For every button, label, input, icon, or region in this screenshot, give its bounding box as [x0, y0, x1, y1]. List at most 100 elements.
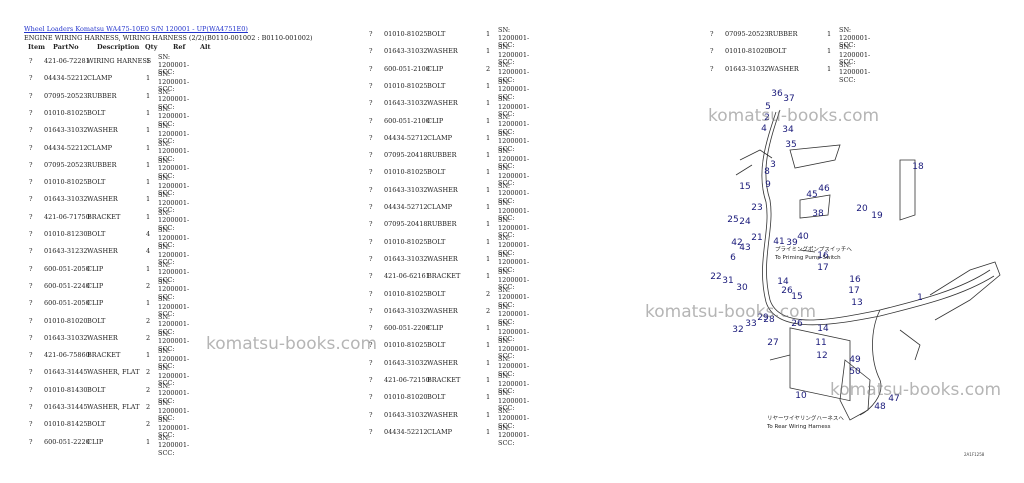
cell-part: 421-06-71750 — [44, 212, 90, 221]
cell-ref: SN: 1200001-SCC: — [158, 381, 190, 405]
cell-desc: BOLT — [427, 237, 446, 246]
cell-item: ? — [29, 316, 33, 325]
callout: 20 — [856, 204, 868, 214]
cell-desc: WASHER — [87, 126, 118, 135]
cell-item: ? — [369, 133, 373, 142]
cell-part: 01643-31232 — [44, 247, 88, 256]
cell-desc: BOLT — [768, 47, 787, 56]
cell-part: 01010-81025 — [44, 178, 88, 187]
cell-part: 01010-81230 — [44, 230, 88, 238]
cell-ref: SN: 1200001-SCC: — [158, 260, 190, 284]
cell-qty: 2 — [146, 368, 151, 377]
cell-part: 01010-81025 — [384, 289, 428, 298]
cell-item: ? — [369, 81, 373, 90]
cell-item: ? — [29, 264, 33, 273]
cell-ref: SN: 1200001-SCC: — [498, 406, 530, 430]
cell-desc: WASHER — [427, 410, 458, 419]
cell-ref: SN: 1200001-SCC: — [498, 337, 530, 361]
cell-qty: 1 — [486, 220, 491, 229]
cell-qty: 1 — [146, 351, 151, 360]
cell-qty: 2 — [146, 316, 151, 325]
cell-qty: 1 — [486, 81, 491, 90]
cell-item: ? — [369, 237, 373, 246]
cell-desc: CLAMP — [427, 133, 453, 142]
cell-ref: SN: 1200001-SCC: — [158, 122, 190, 146]
cell-qty: 1 — [146, 437, 151, 446]
cell-ref: SN: 1200001-SCC: — [498, 233, 530, 257]
cell-desc: BOLT — [427, 289, 446, 298]
cell-part: 01010-81025 — [44, 108, 88, 117]
callout: 9 — [765, 180, 771, 190]
cell-ref: SN: 1200001-SCC: — [498, 129, 530, 153]
cell-desc: RUBBER — [427, 220, 457, 229]
cell-ref: SN: 1200001-SCC: — [498, 389, 530, 413]
cell-qty: 1 — [146, 57, 151, 65]
cell-item: ? — [29, 108, 33, 117]
cell-desc: WIRING HARNESS — [87, 57, 152, 65]
cell-desc: WASHER, FLAT — [87, 368, 140, 377]
cell-ref: SN: 1200001-SCC: — [498, 302, 530, 326]
note-jp: リヤーワイヤリングハーネスへ — [767, 414, 844, 422]
cell-item: ? — [29, 299, 33, 308]
cell-qty: 1 — [146, 91, 151, 100]
cell-ref: SN: 1200001-SCC: — [498, 26, 530, 49]
cell-ref: SN: 1200001-SCC: — [158, 139, 190, 163]
cell-qty: 1 — [486, 133, 491, 142]
breadcrumb[interactable]: Wheel Loaders Komatsu WA475-10E0 S/N 120… — [24, 25, 248, 33]
cell-part: 04434-52212 — [44, 143, 88, 152]
cell-qty: 1 — [146, 195, 151, 204]
cell-part: 01010-81025 — [384, 168, 428, 177]
cell-item: ? — [29, 212, 33, 221]
callout: 6 — [730, 253, 736, 263]
cell-qty: 1 — [486, 151, 491, 160]
cell-ref: SN: 1200001-SCC: — [158, 295, 190, 319]
cell-item: ? — [29, 368, 33, 377]
cell-ref: SN: 1200001-SCC: — [498, 95, 530, 119]
cell-ref: SN: 1200001-SCC: — [839, 60, 871, 84]
cell-qty: 1 — [486, 99, 491, 108]
callout: 37 — [783, 94, 794, 104]
cell-item: ? — [29, 143, 33, 152]
callout: 15 — [791, 292, 802, 302]
cell-qty: 1 — [827, 30, 832, 38]
callout: 29 — [757, 313, 769, 323]
cell-item: ? — [29, 74, 33, 83]
cell-qty: 1 — [486, 30, 491, 38]
cell-ref: SN: 1200001-SCC: — [498, 164, 530, 188]
cell-desc: BOLT — [427, 393, 446, 402]
cell-ref: SN: 1200001-SCC: — [839, 26, 871, 49]
cell-desc: CLIP — [427, 324, 444, 333]
cell-qty: 2 — [486, 306, 491, 315]
cell-desc: BRACKET — [87, 351, 121, 360]
callout: 16 — [817, 251, 829, 261]
cell-qty: 1 — [146, 178, 151, 187]
cell-desc: BOLT — [87, 108, 106, 117]
cell-ref: SN: 1200001-SCC: — [498, 268, 530, 292]
callout: 31 — [722, 276, 733, 286]
cell-desc: BOLT — [87, 230, 106, 238]
callout: 41 — [773, 237, 784, 247]
cell-part: 07095-20418 — [384, 151, 428, 160]
cell-item: ? — [369, 427, 373, 436]
cell-part: 01643-31032 — [44, 333, 88, 342]
cell-item: ? — [710, 30, 714, 38]
callout: 17 — [817, 263, 828, 273]
cell-desc: WASHER — [427, 185, 458, 194]
cell-ref: SN: 1200001-SCC: — [498, 77, 530, 101]
callout: 22 — [710, 272, 721, 282]
cell-item: ? — [369, 151, 373, 160]
cell-desc: WASHER — [427, 254, 458, 263]
cell-qty: 2 — [146, 333, 151, 342]
cell-item: ? — [369, 393, 373, 402]
callout: 33 — [745, 319, 756, 329]
cell-desc: BOLT — [87, 385, 106, 394]
cell-part: 07095-20523 — [44, 91, 88, 100]
callout: 24 — [739, 217, 751, 227]
cell-qty: 1 — [486, 358, 491, 367]
cell-ref: SN: 1200001-SCC: — [498, 60, 530, 84]
callout: 42 — [731, 238, 742, 248]
wiring-drawing — [735, 109, 1001, 421]
cell-part: 421-06-62161 — [384, 272, 430, 281]
cell-desc: BOLT — [87, 420, 106, 429]
callout: 2 — [764, 113, 770, 123]
